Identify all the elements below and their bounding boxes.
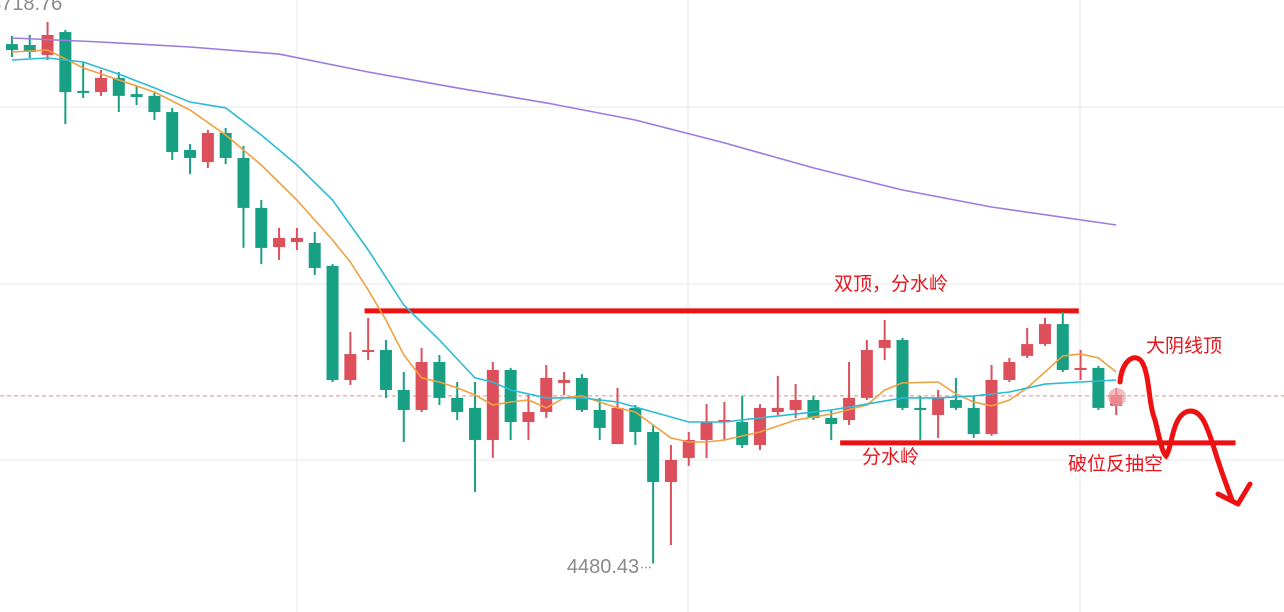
candle-body — [112, 77, 125, 96]
ma-line — [11, 37, 1117, 226]
candle-body — [237, 157, 250, 208]
candle-body — [664, 459, 677, 483]
candle-body — [1038, 324, 1051, 345]
candle-body — [753, 407, 766, 445]
candle-body — [1003, 362, 1016, 380]
candle-body — [949, 399, 962, 408]
candle-body — [94, 77, 107, 93]
candle-body — [860, 349, 873, 398]
candle-body — [771, 407, 784, 413]
candle-body — [1021, 344, 1034, 356]
candle-body — [878, 339, 891, 348]
annotation: 大阴线顶 — [1146, 335, 1222, 357]
candle-body — [593, 409, 606, 428]
candle-body — [522, 412, 535, 423]
annotation: 破位反抽空 — [1068, 453, 1163, 475]
candle-body — [611, 407, 624, 445]
candle-body — [415, 362, 428, 410]
candle-body — [433, 362, 446, 398]
candle-body — [184, 149, 197, 158]
candle-body — [575, 377, 588, 410]
candle-body — [273, 237, 286, 248]
candle-body — [896, 339, 909, 408]
candle-body — [148, 95, 161, 113]
plot — [0, 21, 1284, 564]
candle-body — [504, 369, 517, 423]
candle-body — [807, 399, 820, 418]
candle-body — [166, 112, 179, 153]
highlight-dot — [1108, 388, 1126, 406]
candle-body — [718, 419, 731, 423]
candle-body — [985, 379, 998, 435]
candle-body — [1074, 367, 1087, 370]
candle-body — [308, 242, 321, 268]
candle-body — [130, 94, 143, 98]
candle-body — [700, 422, 713, 440]
candle-body — [397, 389, 410, 410]
candle-body — [558, 379, 571, 383]
high-price-label: 4718.76 — [0, 0, 62, 15]
ma-line — [11, 49, 1117, 443]
candle-body — [5, 44, 18, 50]
candle-body — [219, 132, 232, 158]
candle-body — [362, 349, 375, 353]
candle-body — [1056, 324, 1069, 370]
candle-body — [789, 399, 802, 410]
candle-body — [290, 237, 303, 243]
candle-body — [344, 354, 357, 380]
candle-body — [23, 44, 36, 53]
candle-body — [451, 397, 464, 413]
hand-drawn-arrow — [1117, 355, 1235, 503]
candle-body — [59, 32, 72, 93]
candle-body — [77, 90, 90, 93]
candle-body — [255, 207, 268, 248]
low-price-label: 4480.43 — [567, 556, 639, 578]
candle-body — [736, 422, 749, 445]
candle-body — [682, 439, 695, 458]
candle-body — [932, 397, 945, 415]
candle-body — [201, 132, 214, 163]
candle-body — [825, 417, 838, 425]
candle-body — [914, 407, 927, 410]
ma-line — [11, 57, 1117, 423]
candle-body — [326, 265, 339, 380]
candle-body — [1092, 367, 1105, 408]
candle-body — [967, 407, 980, 435]
candle-body — [540, 377, 553, 413]
annotation: 双顶，分水岭 — [834, 273, 948, 295]
annotation: 分水岭 — [862, 446, 919, 468]
arrow-head — [1215, 481, 1253, 507]
candle-body — [647, 432, 660, 483]
candle-body — [469, 407, 482, 440]
candle-body — [379, 349, 392, 390]
